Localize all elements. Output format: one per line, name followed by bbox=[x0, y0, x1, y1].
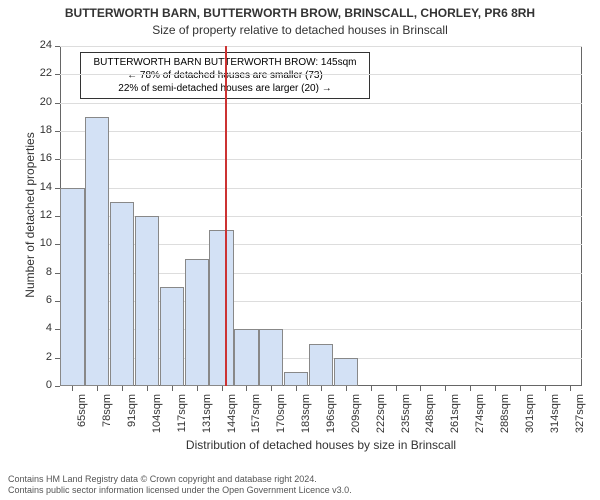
y-tick-label: 0 bbox=[30, 379, 52, 391]
x-tick-label: 301sqm bbox=[524, 394, 536, 438]
y-tick-label: 2 bbox=[30, 351, 52, 363]
histogram-bar bbox=[334, 358, 358, 386]
gridline-h bbox=[60, 131, 582, 132]
x-tick-label: 65sqm bbox=[76, 394, 88, 438]
histogram-bar bbox=[209, 230, 233, 386]
histogram-bar bbox=[284, 372, 308, 386]
chart-container: BUTTERWORTH BARN, BUTTERWORTH BROW, BRIN… bbox=[0, 0, 600, 500]
histogram-bar bbox=[160, 287, 184, 386]
histogram-bar bbox=[185, 259, 209, 387]
x-tick-label: 170sqm bbox=[275, 394, 287, 438]
x-tick-mark bbox=[346, 386, 347, 391]
gridline-h bbox=[60, 159, 582, 160]
x-tick-mark bbox=[445, 386, 446, 391]
x-tick-label: 183sqm bbox=[300, 394, 312, 438]
y-tick-label: 4 bbox=[30, 322, 52, 334]
x-tick-label: 222sqm bbox=[375, 394, 387, 438]
y-tick-label: 10 bbox=[30, 237, 52, 249]
x-axis-label: Distribution of detached houses by size … bbox=[60, 438, 582, 452]
y-tick-label: 22 bbox=[30, 67, 52, 79]
x-tick-mark bbox=[271, 386, 272, 391]
y-tick-mark bbox=[55, 46, 60, 47]
x-tick-mark bbox=[72, 386, 73, 391]
x-tick-mark bbox=[197, 386, 198, 391]
x-tick-mark bbox=[296, 386, 297, 391]
histogram-bar bbox=[60, 188, 84, 386]
y-tick-label: 12 bbox=[30, 209, 52, 221]
y-tick-label: 16 bbox=[30, 152, 52, 164]
x-tick-label: 288sqm bbox=[499, 394, 511, 438]
x-tick-label: 274sqm bbox=[474, 394, 486, 438]
y-tick-mark bbox=[55, 103, 60, 104]
footer-attribution: Contains HM Land Registry data © Crown c… bbox=[8, 474, 352, 496]
footer-line-1: Contains HM Land Registry data © Crown c… bbox=[8, 474, 352, 485]
footer-line-2: Contains public sector information licen… bbox=[8, 485, 352, 496]
x-tick-mark bbox=[470, 386, 471, 391]
x-tick-mark bbox=[172, 386, 173, 391]
x-tick-mark bbox=[495, 386, 496, 391]
x-tick-mark bbox=[520, 386, 521, 391]
y-tick-label: 18 bbox=[30, 124, 52, 136]
x-tick-mark bbox=[545, 386, 546, 391]
histogram-bar bbox=[110, 202, 134, 386]
y-tick-label: 20 bbox=[30, 96, 52, 108]
y-tick-mark bbox=[55, 386, 60, 387]
histogram-bar bbox=[85, 117, 109, 386]
x-tick-label: 157sqm bbox=[250, 394, 262, 438]
histogram-bar bbox=[259, 329, 283, 386]
histogram-bar bbox=[135, 216, 159, 386]
histogram-bar bbox=[234, 329, 258, 386]
y-tick-label: 8 bbox=[30, 266, 52, 278]
x-tick-mark bbox=[246, 386, 247, 391]
reference-line bbox=[225, 46, 227, 386]
x-tick-label: 235sqm bbox=[400, 394, 412, 438]
gridline-h bbox=[60, 74, 582, 75]
x-tick-label: 261sqm bbox=[449, 394, 461, 438]
x-tick-label: 209sqm bbox=[350, 394, 362, 438]
x-tick-label: 314sqm bbox=[549, 394, 561, 438]
x-tick-mark bbox=[97, 386, 98, 391]
gridline-h bbox=[60, 188, 582, 189]
y-tick-mark bbox=[55, 74, 60, 75]
x-tick-label: 248sqm bbox=[424, 394, 436, 438]
x-tick-mark bbox=[570, 386, 571, 391]
x-tick-mark bbox=[122, 386, 123, 391]
y-tick-label: 6 bbox=[30, 294, 52, 306]
x-tick-label: 131sqm bbox=[201, 394, 213, 438]
x-tick-mark bbox=[396, 386, 397, 391]
x-tick-label: 91sqm bbox=[126, 394, 138, 438]
gridline-h bbox=[60, 46, 582, 47]
y-tick-label: 24 bbox=[30, 39, 52, 51]
x-tick-mark bbox=[222, 386, 223, 391]
gridline-h bbox=[60, 103, 582, 104]
x-tick-label: 196sqm bbox=[325, 394, 337, 438]
x-tick-label: 78sqm bbox=[101, 394, 113, 438]
x-tick-label: 117sqm bbox=[176, 394, 188, 438]
x-tick-label: 327sqm bbox=[574, 394, 586, 438]
histogram-bar bbox=[309, 344, 333, 387]
chart-title-sub: Size of property relative to detached ho… bbox=[0, 20, 600, 37]
y-tick-label: 14 bbox=[30, 181, 52, 193]
x-tick-label: 104sqm bbox=[151, 394, 163, 438]
x-tick-label: 144sqm bbox=[226, 394, 238, 438]
chart-title-main: BUTTERWORTH BARN, BUTTERWORTH BROW, BRIN… bbox=[0, 0, 600, 20]
y-tick-mark bbox=[55, 159, 60, 160]
x-tick-mark bbox=[420, 386, 421, 391]
y-tick-mark bbox=[55, 131, 60, 132]
x-tick-mark bbox=[147, 386, 148, 391]
x-tick-mark bbox=[371, 386, 372, 391]
x-tick-mark bbox=[321, 386, 322, 391]
